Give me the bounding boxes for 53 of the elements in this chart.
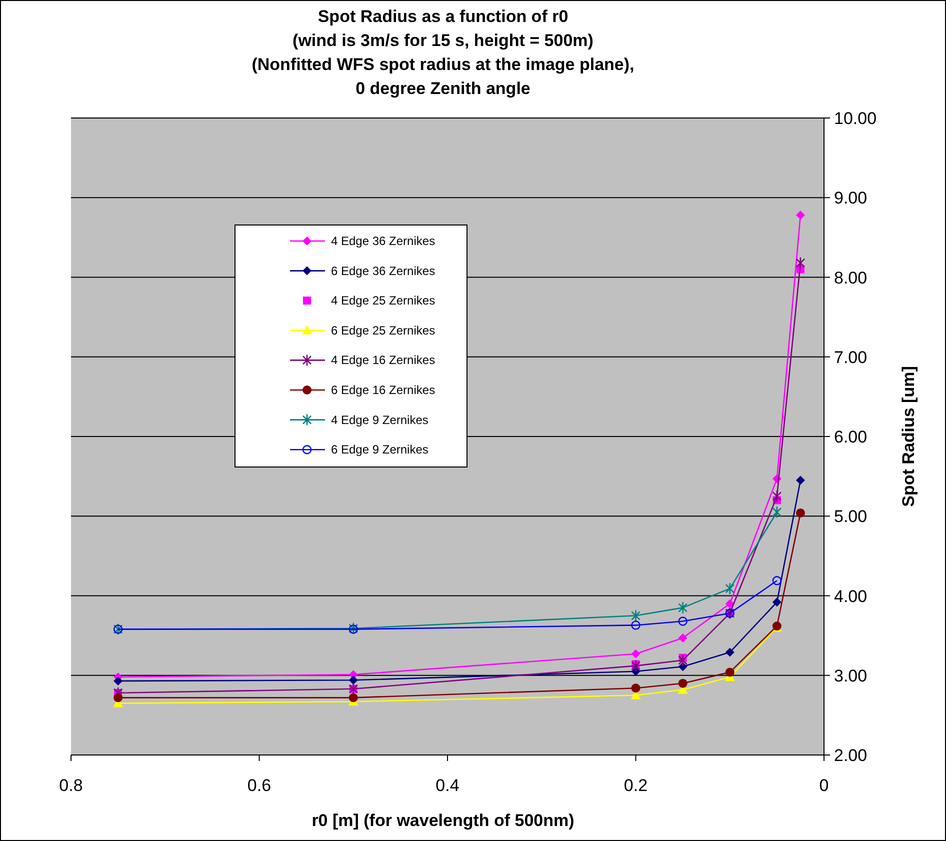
legend-label: 6 Edge 9 Zernikes	[331, 442, 428, 457]
point	[796, 256, 806, 270]
x-tick-label: 0.4	[436, 776, 460, 795]
legend-label: 6 Edge 36 Zernikes	[331, 264, 436, 278]
point	[348, 622, 358, 635]
point	[678, 602, 688, 614]
point	[631, 684, 640, 693]
y-tick-label: 10.00	[834, 109, 877, 128]
point	[772, 490, 782, 502]
legend-label: 4 Edge 25 Zernikes	[331, 294, 436, 308]
point	[348, 676, 358, 685]
legend-label: 4 Edge 9 Zernikes	[331, 412, 428, 427]
point	[678, 654, 688, 666]
point	[725, 648, 734, 657]
point	[631, 649, 640, 658]
legend-label: 6 Edge 25 Zernikes	[331, 323, 436, 338]
y-tick-label: 5.00	[834, 507, 868, 526]
legend-label: 4 Edge 16 Zernikes	[331, 353, 436, 368]
point	[796, 210, 805, 220]
point	[725, 668, 734, 677]
x-tick-label: 0.2	[624, 776, 648, 795]
x-tick-label: 0.6	[247, 776, 272, 795]
y-tick-label: 9.00	[834, 188, 868, 208]
point	[725, 582, 735, 595]
legend-label: 4 Edge 36 Zernikes	[331, 234, 436, 248]
point	[796, 476, 805, 485]
point	[772, 598, 782, 607]
x-axis-title: r0 [m] (for wavelength of 500nm)	[312, 811, 574, 830]
point	[631, 660, 640, 672]
legend-label: 6 Edge 16 Zernikes	[331, 383, 436, 397]
point	[114, 693, 123, 702]
point	[348, 624, 358, 634]
point	[725, 599, 734, 608]
point	[678, 616, 688, 626]
point	[772, 506, 782, 518]
x-tick-label: 0	[819, 776, 829, 795]
point	[348, 693, 358, 702]
point	[631, 620, 640, 630]
y-axis-title: Spot Radius [um]	[899, 366, 918, 507]
chart-title: Spot Radius as a function of r0 (wind is 3m/s for 15 s, height = 500m) (Nonfitted WFS spot radius at the image plane), 0 degree Zenith angle	[252, 7, 634, 98]
y-tick-label: 6.00	[834, 428, 868, 446]
y-tick-label: 3.00	[834, 666, 868, 686]
point	[678, 678, 688, 688]
point	[678, 633, 688, 642]
point	[772, 576, 782, 586]
point	[631, 610, 640, 622]
point	[114, 676, 123, 686]
y-tick-label: 7.00	[834, 348, 868, 367]
point	[796, 508, 805, 518]
y-tick-label: 8.00	[834, 268, 868, 288]
y-tick-label: 2.00	[834, 746, 868, 765]
x-tick-label: 0.8	[59, 776, 83, 795]
y-tick-label: 4.00	[834, 586, 868, 606]
